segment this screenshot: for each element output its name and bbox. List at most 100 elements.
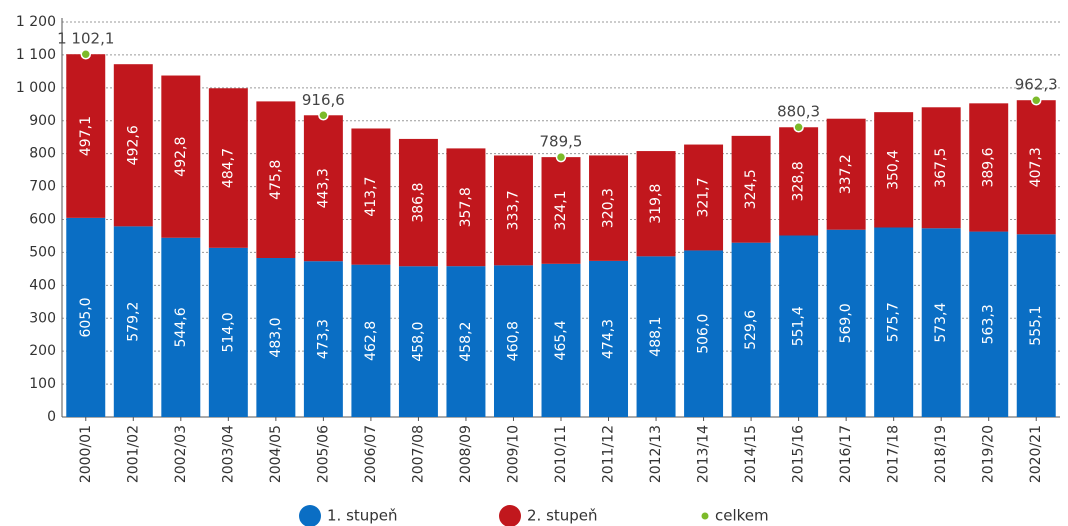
total-label: 1 102,1	[57, 30, 114, 48]
x-tick-label: 2015/16	[791, 425, 807, 483]
bar-value-label: 579,2	[125, 302, 141, 342]
x-tick-label: 2003/04	[220, 425, 236, 483]
bar-value-label: 337,2	[838, 154, 854, 194]
bar-value-label: 465,4	[553, 320, 569, 360]
x-tick-label: 2001/02	[125, 425, 141, 483]
bar-value-label: 569,0	[838, 303, 854, 343]
bar-value-label: 474,3	[601, 319, 617, 359]
bar-segment	[731, 242, 771, 417]
bar-segment	[161, 75, 201, 238]
x-tick-label: 2011/12	[601, 425, 617, 483]
bar-value-label: 367,5	[933, 148, 949, 188]
total-label: 880,3	[777, 103, 820, 121]
bar-segment	[303, 115, 343, 262]
y-tick-label: 1 200	[16, 14, 56, 30]
bar-value-label: 563,3	[981, 304, 997, 344]
bar-segment	[684, 250, 724, 417]
x-tick-label: 2008/09	[458, 425, 474, 483]
legend-marker	[499, 505, 521, 526]
bar-value-label: 320,3	[601, 188, 617, 228]
bar-segment	[1016, 234, 1056, 417]
bar-value-label: 492,6	[125, 125, 141, 165]
bar-segment	[589, 260, 629, 417]
y-tick-label: 800	[29, 146, 56, 162]
total-label: 916,6	[302, 91, 345, 109]
bar-segment	[113, 64, 153, 227]
total-label: 962,3	[1015, 76, 1058, 94]
x-tick-label: 2006/07	[363, 425, 379, 483]
bar-segment	[731, 135, 771, 243]
bar-segment	[493, 265, 533, 417]
y-tick-label: 700	[29, 179, 56, 195]
bar-value-label: 458,0	[410, 322, 426, 362]
legend-label: 2. stupeň	[527, 507, 598, 525]
total-label: 789,5	[540, 133, 583, 151]
x-tick-label: 2014/15	[743, 425, 759, 483]
bar-value-label: 407,3	[1028, 147, 1044, 187]
x-tick-label: 2000/01	[78, 425, 94, 483]
bar-segment	[1016, 100, 1056, 235]
legend-label: 1. stupeň	[327, 507, 398, 525]
bar-value-label: 413,7	[363, 177, 379, 217]
y-tick-label: 400	[29, 277, 56, 293]
x-tick-label: 2005/06	[315, 425, 331, 483]
x-tick-label: 2017/18	[886, 425, 902, 483]
bar-value-label: 529,6	[743, 310, 759, 350]
bar-segment	[969, 103, 1009, 232]
bar-segment	[636, 256, 676, 417]
bar-segment	[398, 266, 438, 417]
bar-segment	[969, 231, 1009, 417]
y-tick-label: 0	[47, 409, 56, 425]
x-tick-label: 2018/19	[933, 425, 949, 483]
bar-segment	[493, 155, 533, 266]
bar-value-label: 333,7	[505, 190, 521, 230]
bar-segment	[208, 247, 248, 417]
bar-segment	[826, 118, 866, 230]
bar-value-label: 497,1	[78, 116, 94, 156]
x-tick-label: 2010/11	[553, 425, 569, 483]
bar-value-label: 506,0	[696, 314, 712, 354]
bar-value-label: 573,4	[933, 303, 949, 343]
bar-segment	[826, 229, 866, 417]
bar-segment	[66, 54, 106, 218]
bar-segment	[684, 144, 724, 251]
bar-value-label: 475,8	[268, 160, 284, 200]
bar-value-label: 484,7	[220, 148, 236, 188]
bar-segment	[161, 237, 201, 417]
bar-value-label: 488,1	[648, 317, 664, 357]
bar-value-label: 551,4	[791, 306, 807, 346]
y-tick-label: 900	[29, 113, 56, 129]
bar-segment	[874, 227, 914, 417]
bar-segment	[208, 88, 248, 248]
legend-marker	[299, 505, 321, 526]
bar-segment	[303, 261, 343, 417]
total-point	[1030, 94, 1042, 106]
bar-segment	[398, 138, 438, 267]
bar-segment	[921, 107, 961, 229]
bar-value-label: 350,4	[886, 150, 902, 190]
bar-segment	[66, 217, 106, 417]
bar-segment	[541, 157, 581, 264]
x-tick-label: 2013/14	[696, 425, 712, 483]
bar-segment	[779, 127, 819, 236]
bar-value-label: 324,1	[553, 190, 569, 230]
total-point	[318, 110, 329, 121]
y-tick-label: 100	[29, 376, 56, 392]
bar-segment	[921, 228, 961, 417]
bar-segment	[256, 101, 296, 259]
bar-value-label: 319,8	[648, 184, 664, 224]
bar-value-label: 473,3	[315, 319, 331, 359]
y-tick-label: 1 100	[16, 47, 56, 63]
bar-segment	[636, 151, 676, 257]
bar-value-label: 321,7	[696, 177, 712, 217]
bar-value-label: 492,8	[173, 137, 189, 177]
bar-segment	[113, 226, 153, 417]
bar-value-label: 483,0	[268, 317, 284, 357]
y-tick-label: 1 000	[16, 80, 56, 96]
bar-segment	[541, 263, 581, 417]
bar-value-label: 462,8	[363, 321, 379, 361]
bar-segment	[446, 148, 486, 267]
x-tick-label: 2009/10	[505, 425, 521, 483]
x-tick-label: 2019/20	[981, 425, 997, 483]
